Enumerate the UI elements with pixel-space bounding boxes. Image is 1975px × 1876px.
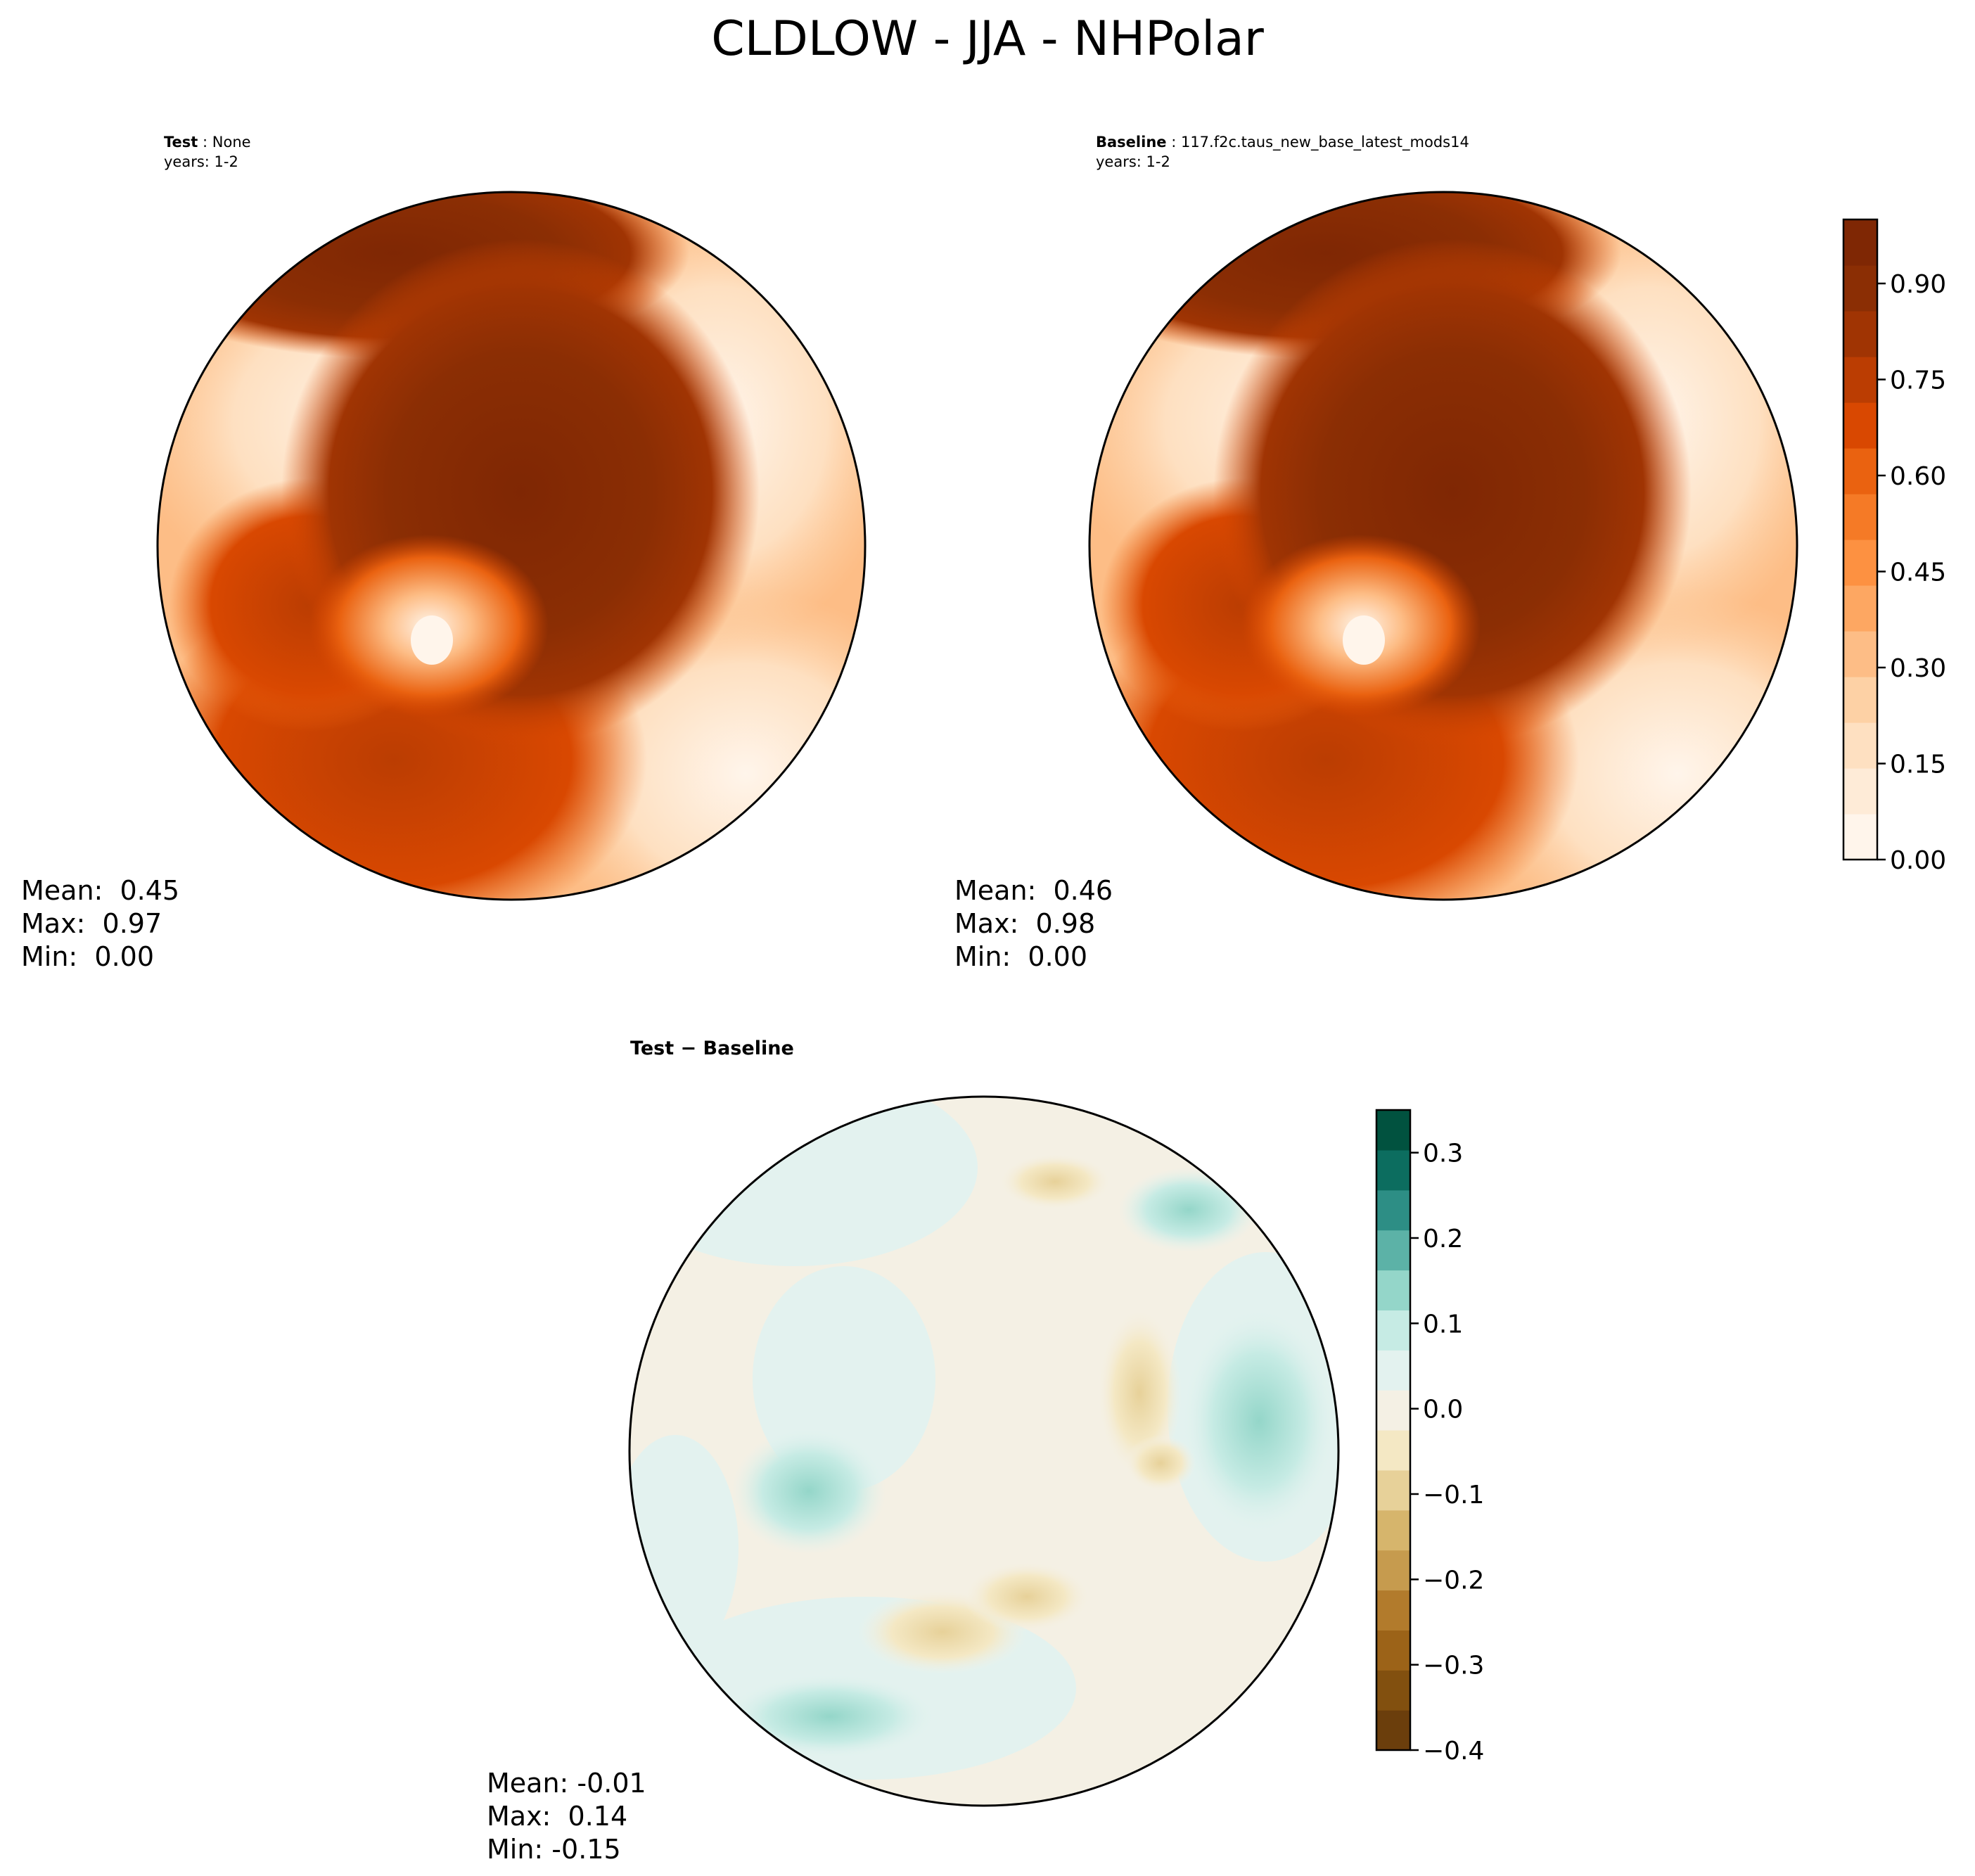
baseline-min: Min: 0.00 <box>954 941 1087 972</box>
baseline-max: Max: 0.98 <box>954 908 1096 939</box>
diff-colorbar-swatch <box>1376 1590 1410 1631</box>
top-colorbar-swatch <box>1843 722 1877 769</box>
diff-colorbar-swatch <box>1376 1510 1410 1551</box>
baseline-map <box>1088 191 1798 901</box>
top-colorbar-tick-label: 0.15 <box>1890 751 1946 779</box>
top-colorbar-swatch <box>1843 219 1877 266</box>
diff-colorbar-tick-label: 0.1 <box>1423 1310 1463 1339</box>
diff-map <box>628 1095 1340 1807</box>
diff-colorbar-swatch <box>1376 1350 1410 1391</box>
diff-colorbar-tick-label: 0.2 <box>1423 1225 1463 1253</box>
diff-colorbar-tick-label: 0.0 <box>1423 1396 1463 1424</box>
colorbar-diff: −0.4 −0.3 −0.2 −0.1 0.0 0.1 0.2 0.3 <box>1375 1109 1484 1766</box>
baseline-years: years: 1-2 <box>1096 153 1170 170</box>
diff-colorbar-swatch <box>1376 1270 1410 1310</box>
test-mean: Mean: 0.45 <box>21 875 180 906</box>
diff-colorbar-swatch <box>1376 1469 1410 1511</box>
test-max: Max: 0.97 <box>21 908 162 939</box>
baseline-stats: Mean: 0.46 Max: 0.98 Min: 0.00 <box>954 874 1113 974</box>
diff-min: Min: -0.15 <box>487 1834 621 1865</box>
top-colorbar-tick-label: 0.30 <box>1890 654 1946 683</box>
colorbar-top: 0.00 0.15 0.30 0.45 0.60 0.75 0.90 <box>1842 218 1946 875</box>
diff-colorbar-swatch <box>1376 1189 1410 1231</box>
top-colorbar-swatch <box>1843 631 1877 677</box>
diff-colorbar-tick-label: −0.2 <box>1423 1566 1484 1595</box>
top-colorbar-tick-label: 0.90 <box>1890 270 1946 299</box>
diff-colorbar-swatch <box>1376 1710 1410 1751</box>
top-colorbar-swatch <box>1843 402 1877 449</box>
top-colorbar-tick-label: 0.60 <box>1890 462 1946 491</box>
diff-colorbar-tick-label: −0.4 <box>1423 1737 1484 1766</box>
diff-colorbar-swatch <box>1376 1110 1410 1151</box>
test-label: Test <box>164 134 198 151</box>
test-min: Min: 0.00 <box>21 941 154 972</box>
diff-colorbar-swatch <box>1376 1149 1410 1191</box>
diff-colorbar-swatch <box>1376 1670 1410 1711</box>
test-stats: Mean: 0.45 Max: 0.97 Min: 0.00 <box>21 874 179 974</box>
figure-title: CLDLOW - JJA - NHPolar <box>711 11 1264 67</box>
baseline-panel-title: Baseline : 117.f2c.taus_new_base_latest_… <box>1096 134 1469 170</box>
diff-colorbar-swatch <box>1376 1310 1410 1351</box>
test-panel-title: Test : None years: 1-2 <box>164 134 251 170</box>
top-colorbar-swatch <box>1843 357 1877 403</box>
top-colorbar-swatch <box>1843 311 1877 357</box>
top-colorbar-swatch <box>1843 677 1877 723</box>
top-colorbar-swatch <box>1843 814 1877 860</box>
diff-colorbar-swatch <box>1376 1630 1410 1671</box>
baseline-mean: Mean: 0.46 <box>954 875 1113 906</box>
top-colorbar-swatch <box>1843 448 1877 494</box>
test-map <box>156 191 867 901</box>
diff-colorbar-swatch <box>1376 1390 1410 1431</box>
top-colorbar-tick-label: 0.75 <box>1890 366 1946 395</box>
diff-stats: Mean: -0.01 Max: 0.14 Min: -0.15 <box>487 1767 646 1866</box>
top-colorbar-swatch <box>1843 265 1877 312</box>
baseline-name: 117.f2c.taus_new_base_latest_mods14 <box>1180 134 1469 151</box>
top-colorbar-tick-label: 0.00 <box>1890 846 1946 875</box>
diff-colorbar-frame <box>1375 1109 1412 1751</box>
top-colorbar-swatch <box>1843 768 1877 815</box>
test-name: None <box>212 134 251 151</box>
top-colorbar-swatch <box>1843 585 1877 632</box>
diff-colorbar-swatch <box>1376 1430 1410 1471</box>
diff-max: Max: 0.14 <box>487 1801 628 1832</box>
diff-colorbar-swatch <box>1376 1230 1410 1271</box>
diff-colorbar-swatch <box>1376 1550 1410 1591</box>
test-years: years: 1-2 <box>164 153 238 170</box>
diff-panel-title: Test − Baseline <box>630 1038 794 1059</box>
diff-colorbar-tick-label: −0.1 <box>1423 1481 1484 1510</box>
baseline-label: Baseline <box>1096 134 1167 151</box>
top-colorbar-swatch <box>1843 494 1877 540</box>
diff-colorbar-tick-label: 0.3 <box>1423 1140 1463 1168</box>
top-colorbar-tick-label: 0.45 <box>1890 559 1946 587</box>
diff-mean: Mean: -0.01 <box>487 1768 646 1799</box>
top-colorbar-swatch <box>1843 540 1877 586</box>
top-colorbar-frame <box>1842 218 1879 861</box>
diff-colorbar-tick-label: −0.3 <box>1423 1652 1484 1680</box>
